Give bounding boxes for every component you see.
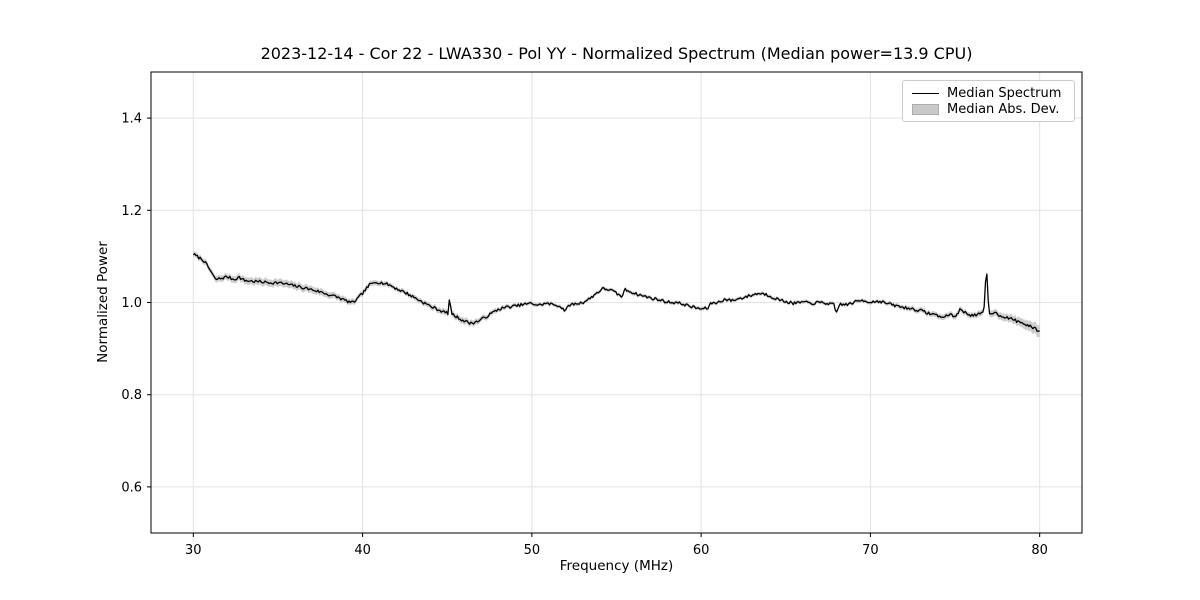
y-tick-label: 0.8 [121,388,142,403]
legend: Median Spectrum Median Abs. Dev. [902,80,1075,122]
x-tick-label: 70 [862,543,879,558]
median-abs-dev-patch-swatch-icon [912,103,939,115]
legend-label: Median Spectrum [947,85,1062,101]
legend-label: Median Abs. Dev. [947,101,1060,117]
median-spectrum-line [192,253,1040,332]
y-tick-label: 1.2 [121,204,142,219]
legend-item-median-abs-dev: Median Abs. Dev. [912,101,1066,117]
y-tick-label: 1.0 [121,296,142,311]
x-tick-label: 50 [524,543,541,558]
x-tick-label: 30 [185,543,202,558]
y-tick-label: 1.4 [121,112,142,127]
chart-title: 2023-12-14 - Cor 22 - LWA330 - Pol YY - … [260,44,973,63]
y-tick-label: 0.6 [121,480,142,495]
x-tick-label: 40 [354,543,371,558]
x-tick-label: 60 [693,543,710,558]
legend-item-median-spectrum: Median Spectrum [912,85,1066,101]
x-axis-label: Frequency (MHz) [559,558,674,574]
x-tick-label: 80 [1031,543,1048,558]
median-spectrum-line-swatch-icon [912,92,939,94]
y-axis-label: Normalized Power [95,241,111,363]
